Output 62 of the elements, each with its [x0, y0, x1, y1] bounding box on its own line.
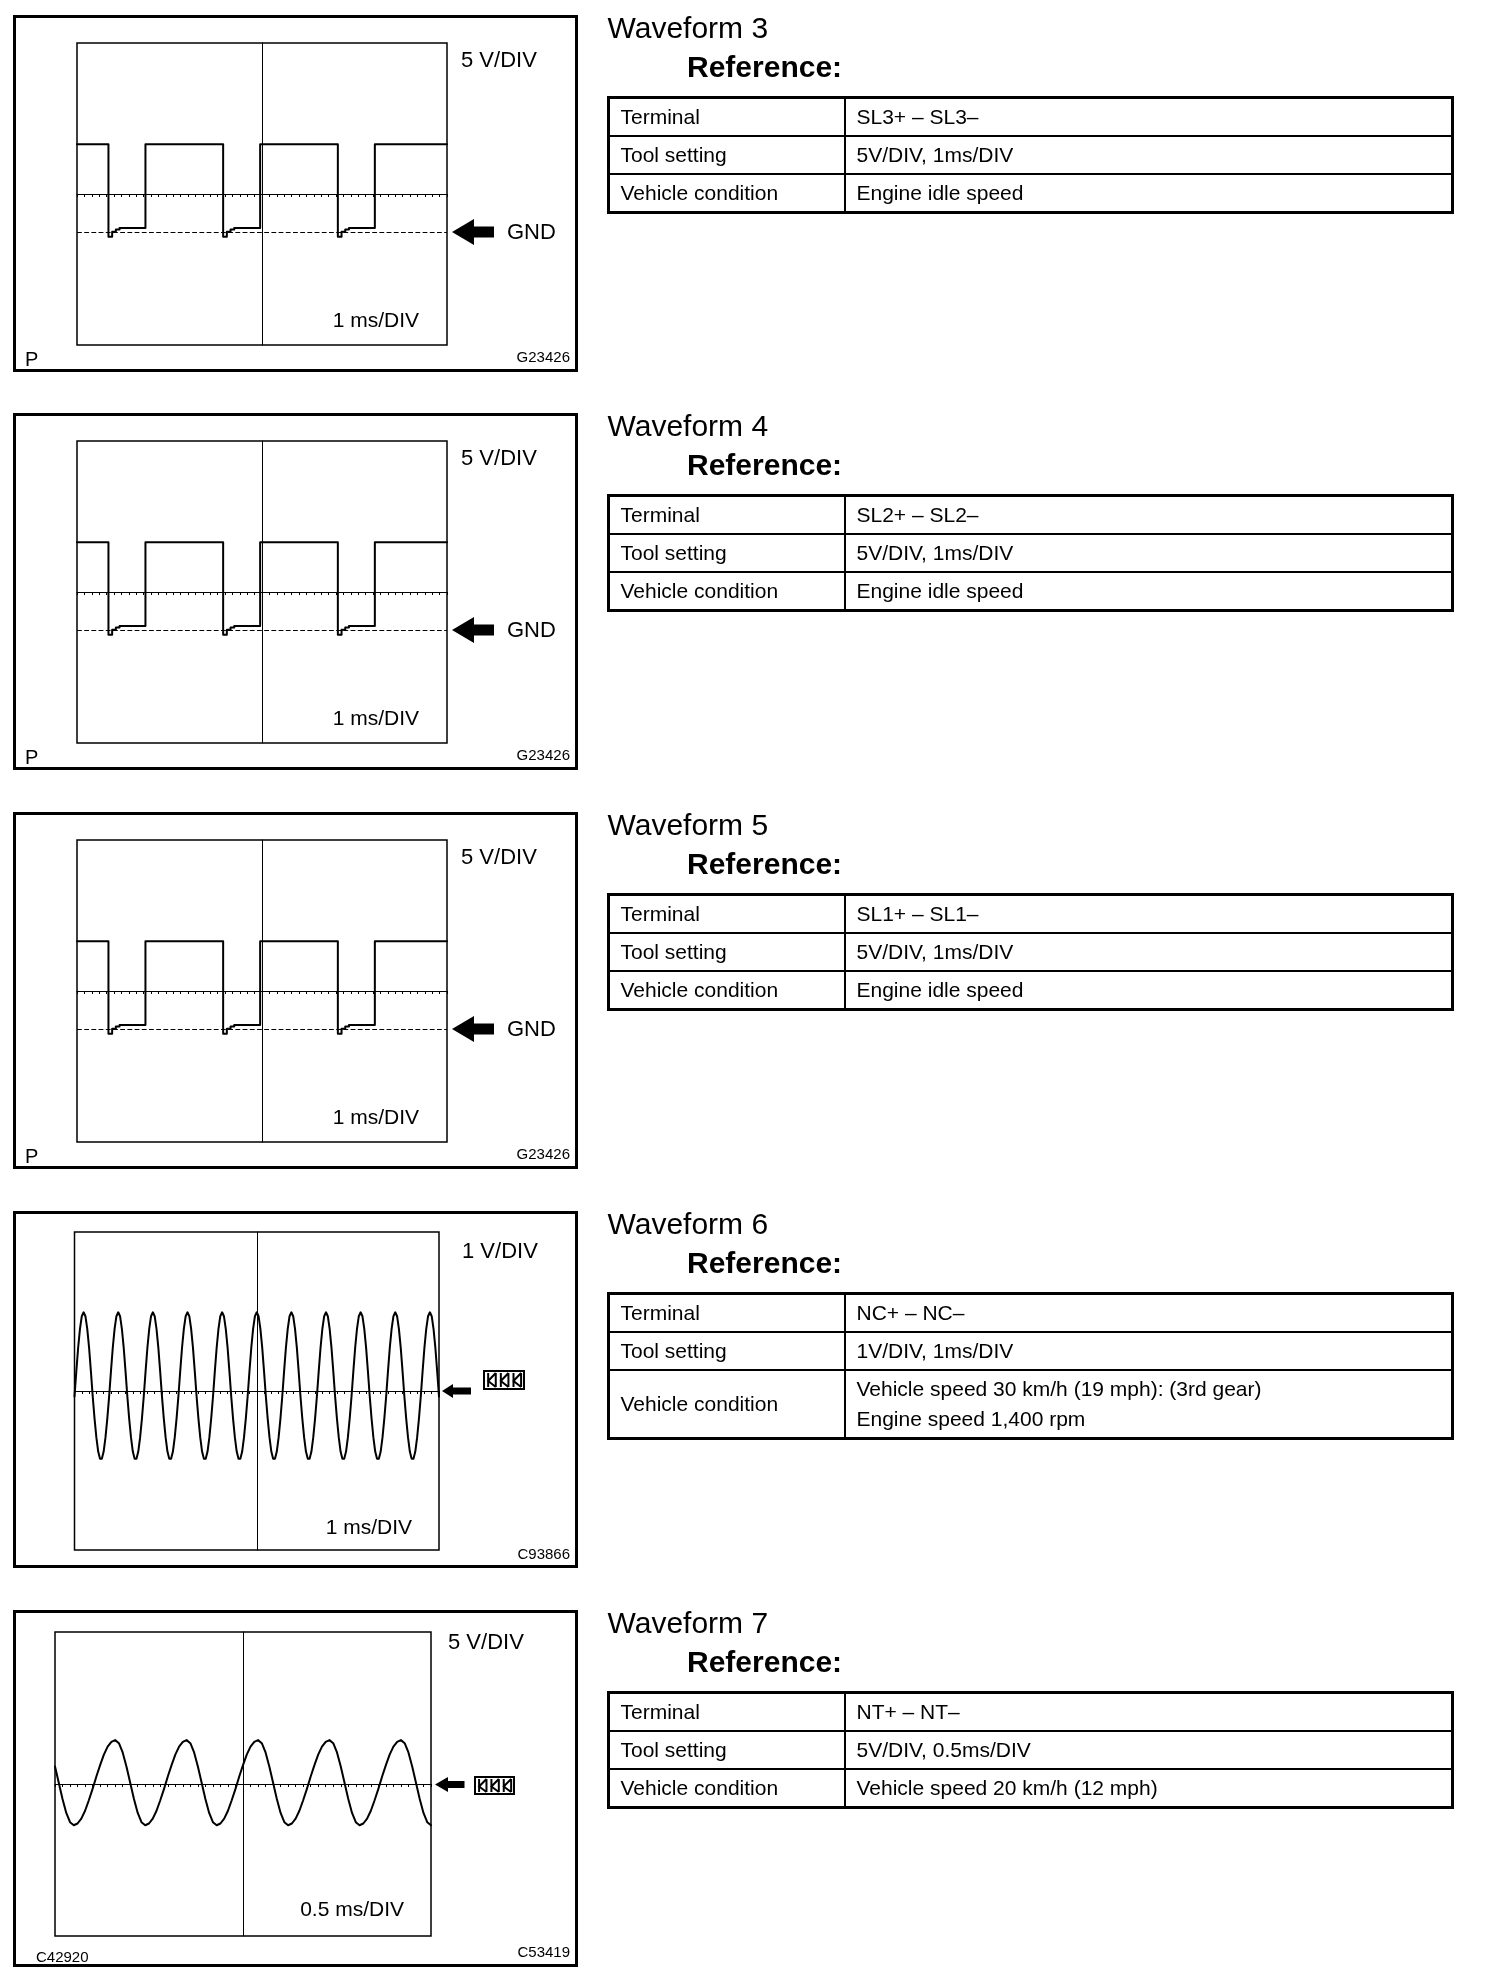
text: SL2+ – SL2–	[844, 495, 1452, 534]
text: Tool setting	[608, 1331, 845, 1370]
text: Vehicle speed 20 km/h (12 mph)	[844, 1768, 1452, 1807]
text: Vehicle condition	[608, 571, 845, 610]
x-axis-title: 1 ms/DIV	[332, 1105, 419, 1128]
text: Waveform 7	[607, 1605, 769, 1639]
text: Reference:	[687, 1645, 843, 1678]
text: Engine idle speed	[844, 571, 1452, 610]
x-axis-title: 1 ms/DIV	[325, 1515, 412, 1538]
text: Terminal	[608, 1692, 845, 1731]
y-axis-title: 5 V/DIV	[461, 46, 538, 72]
text: NT+ – NT–	[844, 1692, 1452, 1731]
y-axis-title: 5 V/DIV	[461, 843, 538, 869]
text: 5V/DIV, 1ms/DIV	[844, 932, 1452, 971]
text: Reference:	[687, 50, 843, 83]
y-axis-title: 1 V/DIV	[462, 1237, 539, 1263]
text: Waveform 6	[607, 1206, 769, 1240]
text: 1V/DIV, 1ms/DIV	[844, 1331, 1452, 1370]
text: G23426	[516, 1145, 570, 1162]
text: Engine idle speed	[844, 173, 1452, 212]
text: P	[25, 348, 39, 370]
ref-line-label: GND	[507, 617, 556, 643]
text: Vehicle speed 30 km/h (19 mph): (3rd gear) Engine speed 1,400 rpm	[844, 1369, 1452, 1438]
text: Terminal	[608, 894, 845, 933]
text: C53419	[517, 1943, 570, 1960]
text: Waveform 3	[607, 10, 769, 44]
text: Terminal	[608, 1293, 845, 1332]
text: C93866	[517, 1545, 570, 1562]
text: SL1+ – SL1–	[844, 894, 1452, 933]
text: G23426	[516, 348, 570, 365]
y-axis-title: 5 V/DIV	[448, 1628, 525, 1654]
text: 5V/DIV, 0.5ms/DIV	[844, 1730, 1452, 1769]
text: Vehicle condition	[608, 173, 845, 212]
text: Tool setting	[608, 932, 845, 971]
text: C42920	[36, 1948, 89, 1965]
x-axis-title: 0.5 ms/DIV	[300, 1897, 404, 1920]
text: 5V/DIV, 1ms/DIV	[844, 135, 1452, 174]
text: Vehicle condition	[608, 1369, 845, 1438]
text: G23426	[516, 746, 570, 763]
text: P	[25, 746, 39, 768]
text: Waveform 5	[607, 807, 769, 841]
text: Vehicle condition	[608, 970, 845, 1009]
text: Tool setting	[608, 135, 845, 174]
text: Reference:	[687, 1246, 843, 1279]
text: Waveform 4	[607, 408, 769, 442]
text: Terminal	[608, 495, 845, 534]
text: Vehicle condition	[608, 1768, 845, 1807]
text: Engine idle speed	[844, 970, 1452, 1009]
text: NC+ – NC–	[844, 1293, 1452, 1332]
text: Tool setting	[608, 1730, 845, 1769]
text: SL3+ – SL3–	[844, 97, 1452, 136]
text: Tool setting	[608, 533, 845, 572]
x-axis-title: 1 ms/DIV	[332, 308, 419, 331]
text: 5V/DIV, 1ms/DIV	[844, 533, 1452, 572]
ref-line-label: GND	[507, 219, 556, 245]
text: Reference:	[687, 448, 843, 481]
y-axis-title: 5 V/DIV	[461, 444, 538, 470]
text: Terminal	[608, 97, 845, 136]
x-axis-title: 1 ms/DIV	[332, 706, 419, 729]
text: Reference:	[687, 847, 843, 880]
text: P	[25, 1145, 39, 1167]
ref-line-label: GND	[507, 1016, 556, 1042]
